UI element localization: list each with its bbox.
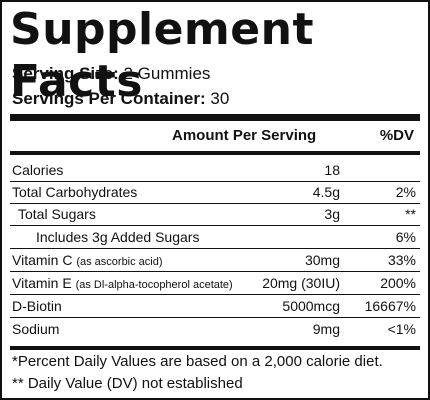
nutrient-dv: 33%: [387, 252, 416, 268]
servings-per-container-label: Servings Per Container:: [12, 89, 206, 108]
nutrient-amount: 4.5g: [312, 184, 340, 200]
nutrient-dv: 6%: [395, 229, 416, 245]
nutrient-name: Sodium: [12, 321, 60, 337]
nutrient-amount: 5000mcg: [282, 298, 340, 314]
table-row: Includes 3g Added Sugars 6%: [10, 227, 420, 249]
nutrient-dv: **: [405, 206, 416, 222]
panel-title: Supplement Facts: [10, 4, 314, 107]
table-row: D-Biotin 5000mcg 16667%: [10, 296, 420, 318]
table-row: Total Carbohydrates 4.5g 2%: [10, 182, 420, 204]
header-divider: [10, 151, 420, 155]
nutrient-dv: 200%: [380, 275, 416, 291]
serving-size-value: 2 Gummies: [123, 64, 211, 83]
nutrient-name: Total Carbohydrates: [12, 184, 138, 200]
table-row: Sodium 9mg <1%: [10, 319, 420, 340]
servings-per-container-value: 30: [210, 89, 230, 108]
nutrient-name: Total Sugars: [18, 206, 96, 222]
nutrient-amount: 3g: [324, 206, 340, 222]
nutrient-dv: <1%: [387, 321, 416, 337]
nutrient-name: Vitamin C: [12, 252, 73, 268]
servings-per-container: Servings Per Container: 30: [12, 89, 229, 109]
nutrient-name-group: Vitamin E (as Dl-alpha-tocopherol acetat…: [12, 273, 233, 296]
nutrient-note: (as Dl-alpha-tocopherol acetate): [75, 279, 233, 291]
bottom-divider: [10, 346, 420, 350]
serving-size: Serving Size: 2 Gummies: [12, 64, 210, 84]
nutrient-note: (as ascorbic acid): [76, 256, 163, 268]
header-amount-per-serving: Amount Per Serving: [172, 127, 317, 144]
header-daily-value: %DV: [379, 127, 414, 144]
serving-size-label: Serving Size:: [12, 64, 119, 83]
nutrient-amount: 30mg: [304, 252, 340, 268]
nutrient-name: Calories: [12, 162, 64, 178]
nutrient-name: Includes 3g Added Sugars: [36, 229, 200, 245]
thick-divider: [10, 114, 420, 121]
nutrient-name: D-Biotin: [12, 298, 62, 314]
nutrient-amount: 9mg: [312, 321, 340, 337]
footnote-dv-not-established: ** Daily Value (DV) not established: [12, 375, 243, 392]
table-row: Total Sugars 3g **: [10, 204, 420, 226]
nutrient-amount: 20mg (30IU): [262, 275, 340, 291]
nutrient-name: Vitamin E: [12, 275, 72, 291]
nutrient-amount: 18: [324, 162, 340, 178]
nutrient-name-group: Vitamin C (as ascorbic acid): [12, 250, 163, 273]
table-row: Vitamin C (as ascorbic acid) 30mg 33%: [10, 250, 420, 272]
nutrient-dv: 16667%: [364, 298, 416, 314]
footnote-daily-values: *Percent Daily Values are based on a 2,0…: [12, 353, 383, 370]
table-row: Calories 18: [10, 160, 420, 182]
table-row: Vitamin E (as Dl-alpha-tocopherol acetat…: [10, 273, 420, 295]
nutrient-dv: 2%: [395, 184, 416, 200]
